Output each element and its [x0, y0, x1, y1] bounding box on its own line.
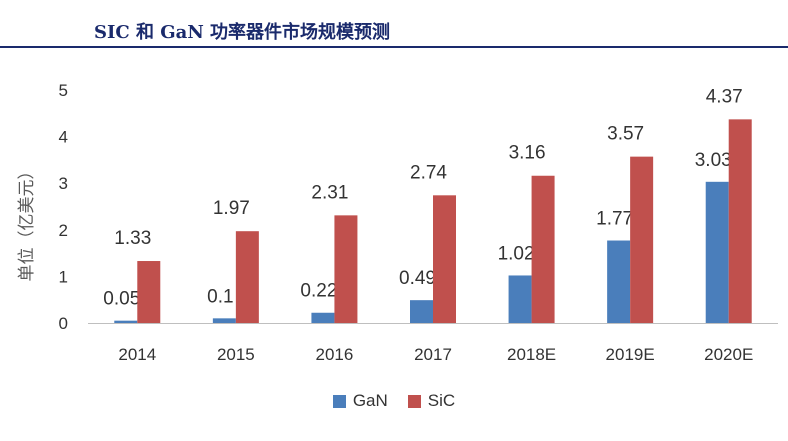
- bar-gan-2017: [410, 300, 433, 323]
- bars: 0.05 1.33 0.1 1.97 0.22 2.31 0.49 2.74 1.02 3.16 1…: [103, 86, 752, 323]
- bar-sic-2015: [235, 231, 259, 323]
- data-label-gan: 1.77: [596, 209, 633, 230]
- data-label-sic: 4.37: [706, 86, 743, 107]
- y-tick-label: 1: [59, 267, 68, 286]
- y-tick-label: 5: [59, 81, 68, 100]
- data-label-sic: 1.33: [114, 228, 151, 249]
- data-label-sic: 3.16: [509, 143, 546, 164]
- bar-sic-2019e: [630, 156, 654, 323]
- legend: GaN SiC: [0, 388, 788, 414]
- bar-sic-2016: [334, 215, 358, 323]
- page-title: SIC 和 GaN 功率器件市场规模预测: [94, 22, 391, 43]
- bar-sic-2014: [137, 261, 161, 323]
- data-label-sic: 2.74: [410, 162, 447, 183]
- x-tick-label: 2018E: [507, 345, 556, 364]
- bar-gan-2015: [212, 318, 236, 323]
- bar-gan-2014: [114, 320, 138, 323]
- data-label-sic: 2.31: [311, 182, 348, 203]
- legend-item-sic: SiC: [407, 391, 456, 411]
- y-axis-ticks: 0 1 2 3 4 5: [59, 81, 68, 333]
- x-tick-label: 2014: [118, 345, 156, 364]
- x-tick-label: 2016: [316, 345, 354, 364]
- legend-swatch: [332, 394, 346, 408]
- legend-label: GaN: [352, 391, 388, 410]
- bar-sic-2018e: [531, 175, 555, 323]
- x-tick-label: 2019E: [606, 345, 655, 364]
- bar-gan-2018e: [508, 275, 532, 323]
- bar-sic-2020e: [728, 119, 752, 323]
- title-rule: [0, 46, 788, 48]
- data-label-sic: 1.97: [213, 198, 250, 219]
- y-tick-label: 3: [59, 174, 68, 193]
- legend-item-gan: GaN: [332, 391, 388, 411]
- data-label-gan: 0.22: [300, 281, 337, 302]
- data-label-gan: 1.02: [498, 243, 535, 264]
- bar-gan-2019e: [607, 240, 631, 323]
- x-axis-ticks: 2014 2015 2016 2017 2018E 2019E 2020E: [118, 345, 753, 364]
- y-tick-label: 4: [59, 128, 68, 147]
- y-tick-label: 0: [59, 314, 68, 333]
- x-tick-label: 2017: [414, 345, 452, 364]
- data-label-gan: 3.03: [695, 150, 732, 171]
- x-tick-label: 2020E: [704, 345, 753, 364]
- data-label-gan: 0.49: [399, 268, 436, 289]
- y-tick-label: 2: [59, 221, 68, 240]
- x-tick-label: 2015: [217, 345, 255, 364]
- data-label-gan: 0.05: [103, 289, 140, 310]
- data-label-gan: 0.1: [207, 286, 233, 307]
- data-label-sic: 3.57: [607, 124, 644, 145]
- legend-swatch: [407, 394, 421, 408]
- bar-gan-2020e: [705, 181, 729, 323]
- y-axis-label: 单位（亿美元）: [17, 163, 37, 282]
- bar-gan-2016: [311, 312, 335, 323]
- bar-sic-2017: [433, 195, 456, 323]
- legend-label: SiC: [427, 391, 456, 410]
